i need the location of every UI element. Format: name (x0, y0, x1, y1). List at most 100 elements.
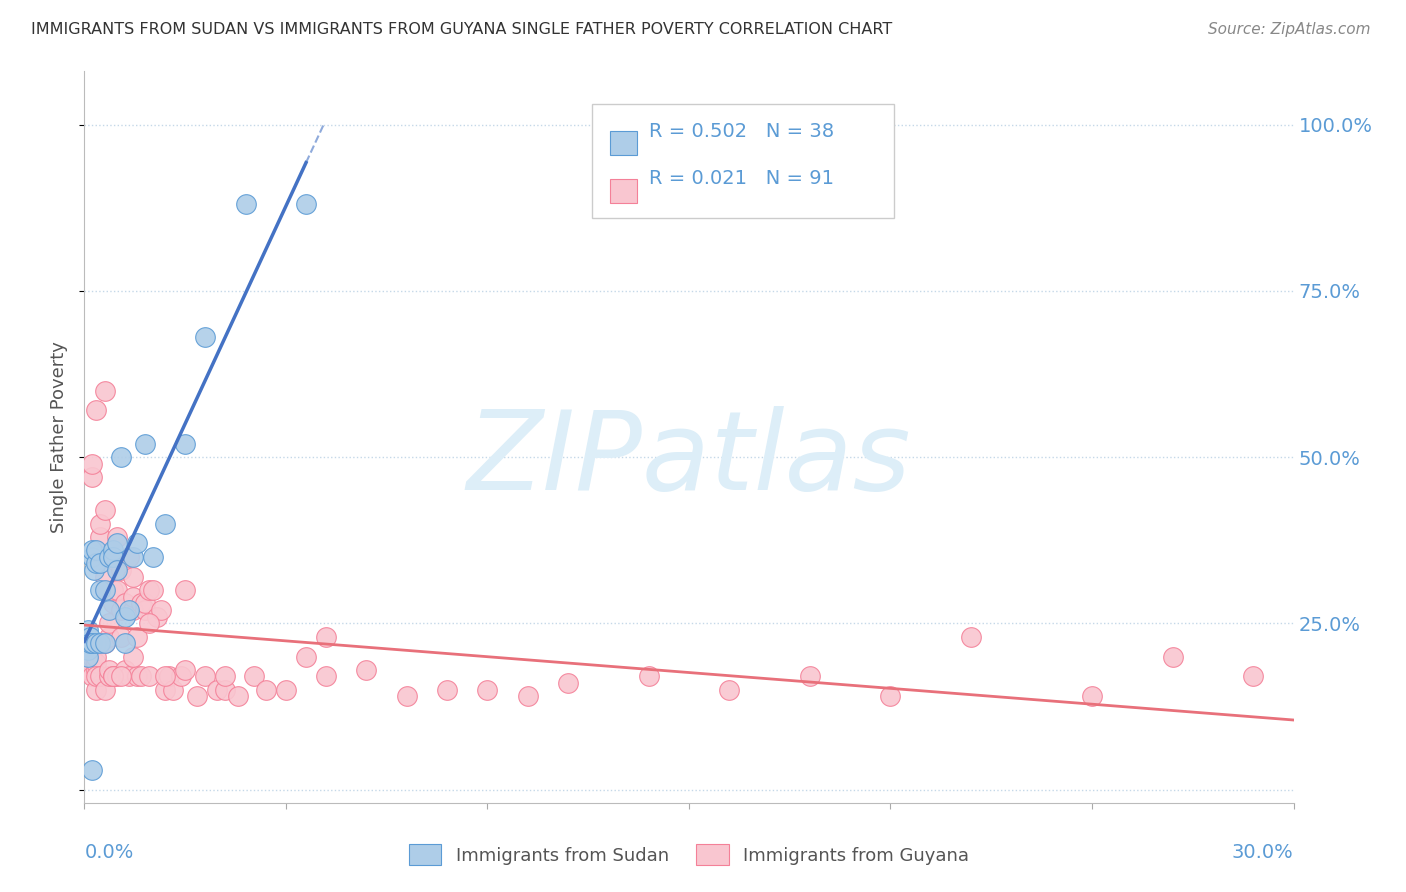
Point (97, 630, 120, 644)
Point (142, 582, 165, 597)
Point (637, 669, 659, 683)
Point (121, 570, 143, 584)
Point (93, 503, 115, 517)
Point (93, 570, 115, 584)
Point (125, 630, 148, 644)
Point (138, 669, 160, 683)
Text: IMMIGRANTS FROM SUDAN VS IMMIGRANTS FROM GUYANA SINGLE FATHER POVERTY CORRELATIO: IMMIGRANTS FROM SUDAN VS IMMIGRANTS FROM… (31, 22, 893, 37)
Point (142, 549, 165, 564)
Point (97, 603, 120, 617)
Point (101, 543, 124, 558)
Point (89, 530, 111, 544)
Point (77, 663, 100, 677)
Point (79, 630, 101, 644)
Point (153, 669, 176, 683)
Point (105, 563, 128, 577)
Point (86, 656, 108, 670)
Point (226, 690, 249, 704)
Point (125, 669, 148, 683)
Point (93, 384, 115, 398)
Point (77, 649, 100, 664)
Point (1241, 669, 1264, 683)
Point (114, 609, 136, 624)
Point (105, 536, 128, 550)
Point (242, 669, 264, 683)
Point (82, 549, 104, 564)
Text: Source: ZipAtlas.com: Source: ZipAtlas.com (1208, 22, 1371, 37)
Point (110, 450, 132, 464)
Point (174, 436, 197, 450)
Point (295, 197, 318, 211)
Point (134, 436, 156, 450)
Point (149, 603, 172, 617)
Point (105, 582, 128, 597)
Point (86, 669, 108, 683)
Point (82, 636, 104, 650)
Point (121, 590, 143, 604)
Point (153, 516, 176, 531)
Point (93, 582, 115, 597)
Point (121, 549, 143, 564)
Point (93, 636, 115, 650)
Point (118, 603, 141, 617)
Point (274, 682, 297, 697)
Point (83, 563, 105, 577)
Point (118, 669, 141, 683)
Point (138, 582, 160, 597)
Point (1081, 690, 1104, 704)
Point (194, 669, 217, 683)
Point (97, 669, 120, 683)
Point (89, 669, 111, 683)
Point (356, 663, 378, 677)
Point (162, 682, 184, 697)
Point (516, 690, 538, 704)
Point (93, 682, 115, 697)
Point (86, 649, 108, 664)
Point (718, 682, 741, 697)
Y-axis label: Single Father Poverty: Single Father Poverty (49, 341, 67, 533)
Point (82, 543, 104, 558)
Point (86, 663, 108, 677)
Point (879, 690, 901, 704)
Point (153, 682, 176, 697)
Point (114, 596, 136, 610)
Text: R = 0.021   N = 91: R = 0.021 N = 91 (650, 169, 834, 188)
Point (960, 630, 983, 644)
Point (101, 596, 124, 610)
Point (134, 603, 156, 617)
Point (86, 682, 108, 697)
Point (214, 682, 236, 697)
Point (97, 663, 120, 677)
Point (86, 403, 108, 417)
Point (129, 596, 152, 610)
Point (186, 690, 208, 704)
Point (194, 330, 217, 344)
FancyBboxPatch shape (610, 179, 637, 203)
Point (101, 669, 124, 683)
Point (77, 636, 100, 650)
Point (138, 616, 160, 631)
Point (77, 649, 100, 664)
Point (174, 663, 197, 677)
Point (97, 549, 120, 564)
Point (77, 643, 100, 657)
Point (477, 682, 499, 697)
Point (146, 609, 169, 624)
Point (75, 636, 97, 650)
Point (799, 669, 821, 683)
Point (86, 636, 108, 650)
Point (110, 630, 132, 644)
Point (110, 669, 132, 683)
Text: 0.0%: 0.0% (84, 843, 134, 862)
Point (105, 530, 128, 544)
Point (89, 516, 111, 531)
Point (157, 669, 180, 683)
Point (121, 649, 143, 664)
Point (114, 636, 136, 650)
Point (207, 682, 229, 697)
Point (101, 669, 124, 683)
Point (118, 549, 141, 564)
Point (174, 582, 197, 597)
Point (82, 763, 104, 777)
Point (82, 457, 104, 471)
